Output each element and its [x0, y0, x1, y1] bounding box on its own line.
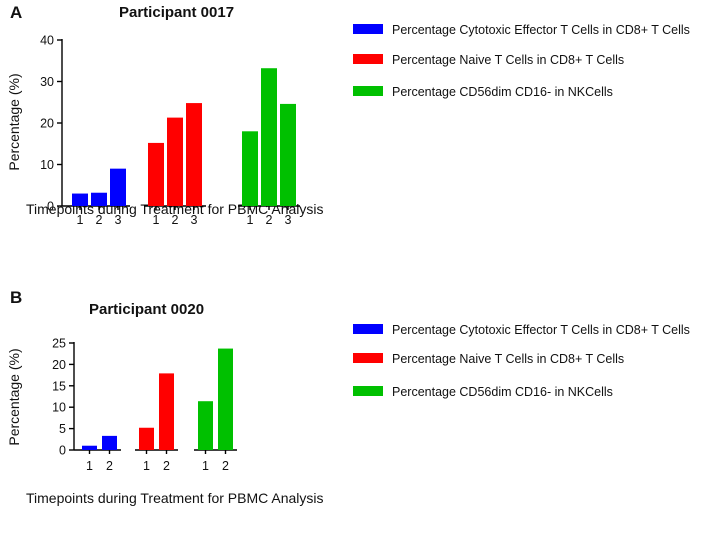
- legend-item: Percentage Naive T Cells in CD8+ T Cells: [353, 53, 624, 67]
- legend: Percentage Cytotoxic Effector T Cells in…: [353, 23, 690, 99]
- bar: [148, 142, 164, 206]
- x-tick-label: 1: [202, 459, 209, 473]
- bar: [110, 168, 126, 206]
- y-axis: 0 5 10 15 20 25: [52, 337, 75, 458]
- panel-a: A Participant 0017 Timepoints during Tre…: [6, 3, 690, 227]
- legend-swatch: [353, 54, 383, 64]
- x-tick-label: 2: [172, 213, 179, 227]
- y-tick-label: 20: [52, 358, 66, 372]
- y-tick-label: 0: [47, 200, 54, 214]
- y-tick-label: 10: [40, 158, 54, 172]
- bar: [242, 131, 258, 206]
- y-axis-title: Percentage (%): [6, 348, 22, 445]
- bar: [102, 435, 117, 450]
- legend-item: Percentage CD56dim CD16- in NKCells: [353, 385, 613, 399]
- x-axis-title: Timepoints during Treatment for PBMC Ana…: [26, 490, 324, 506]
- legend: Percentage Cytotoxic Effector T Cells in…: [353, 323, 690, 399]
- legend-label: Percentage Cytotoxic Effector T Cells in…: [392, 323, 690, 337]
- legend-label: Percentage CD56dim CD16- in NKCells: [392, 85, 613, 99]
- legend-swatch: [353, 324, 383, 334]
- y-tick-label: 10: [52, 401, 66, 415]
- x-tick-label: 1: [143, 459, 150, 473]
- y-axis-title: Percentage (%): [6, 73, 22, 170]
- x-tick-label: 3: [191, 213, 198, 227]
- bar: [186, 103, 202, 206]
- y-tick-label: 20: [40, 117, 54, 131]
- x-tick-label: 1: [86, 459, 93, 473]
- x-tick-label: 2: [266, 213, 273, 227]
- x-tick-label: 3: [115, 213, 122, 227]
- panel-label: B: [10, 288, 22, 307]
- bar: [261, 68, 277, 206]
- bar: [139, 427, 154, 450]
- x-tick-label: 1: [153, 213, 160, 227]
- bar: [280, 103, 296, 206]
- x-tick-label: 2: [222, 459, 229, 473]
- legend-label: Percentage Naive T Cells in CD8+ T Cells: [392, 352, 624, 366]
- bar: [218, 348, 233, 450]
- y-tick-label: 15: [52, 379, 66, 393]
- chart-title: Participant 0020: [89, 301, 204, 318]
- y-tick-label: 30: [40, 75, 54, 89]
- y-tick-label: 25: [52, 337, 66, 351]
- legend-item: Percentage Naive T Cells in CD8+ T Cells: [353, 352, 624, 366]
- legend-swatch: [353, 86, 383, 96]
- chart-title: Participant 0017: [119, 4, 234, 21]
- legend-item: Percentage CD56dim CD16- in NKCells: [353, 85, 613, 99]
- legend-item: Percentage Cytotoxic Effector T Cells in…: [353, 23, 690, 37]
- y-tick-label: 40: [40, 34, 54, 48]
- panel-b: B Participant 0020 Timepoints during Tre…: [6, 288, 690, 506]
- legend-label: Percentage Cytotoxic Effector T Cells in…: [392, 23, 690, 37]
- x-tick-label: 2: [106, 459, 113, 473]
- bar: [72, 193, 88, 206]
- panel-label: A: [10, 3, 22, 22]
- legend-swatch: [353, 24, 383, 34]
- legend-item: Percentage Cytotoxic Effector T Cells in…: [353, 323, 690, 337]
- x-tick-label: 2: [163, 459, 170, 473]
- x-tick-label: 1: [247, 213, 254, 227]
- legend-swatch: [353, 353, 383, 363]
- y-tick-label: 0: [59, 444, 66, 458]
- x-tick-label: 3: [285, 213, 292, 227]
- bar: [159, 373, 174, 450]
- y-axis: 0 10 20 30 40: [40, 34, 63, 214]
- bar: [91, 192, 107, 206]
- legend-swatch: [353, 386, 383, 396]
- bar: [198, 401, 213, 450]
- bar: [82, 445, 97, 450]
- legend-label: Percentage Naive T Cells in CD8+ T Cells: [392, 53, 624, 67]
- x-tick-label: 2: [96, 213, 103, 227]
- legend-label: Percentage CD56dim CD16- in NKCells: [392, 385, 613, 399]
- y-tick-label: 5: [59, 422, 66, 436]
- bar: [167, 117, 183, 206]
- x-tick-label: 1: [77, 213, 84, 227]
